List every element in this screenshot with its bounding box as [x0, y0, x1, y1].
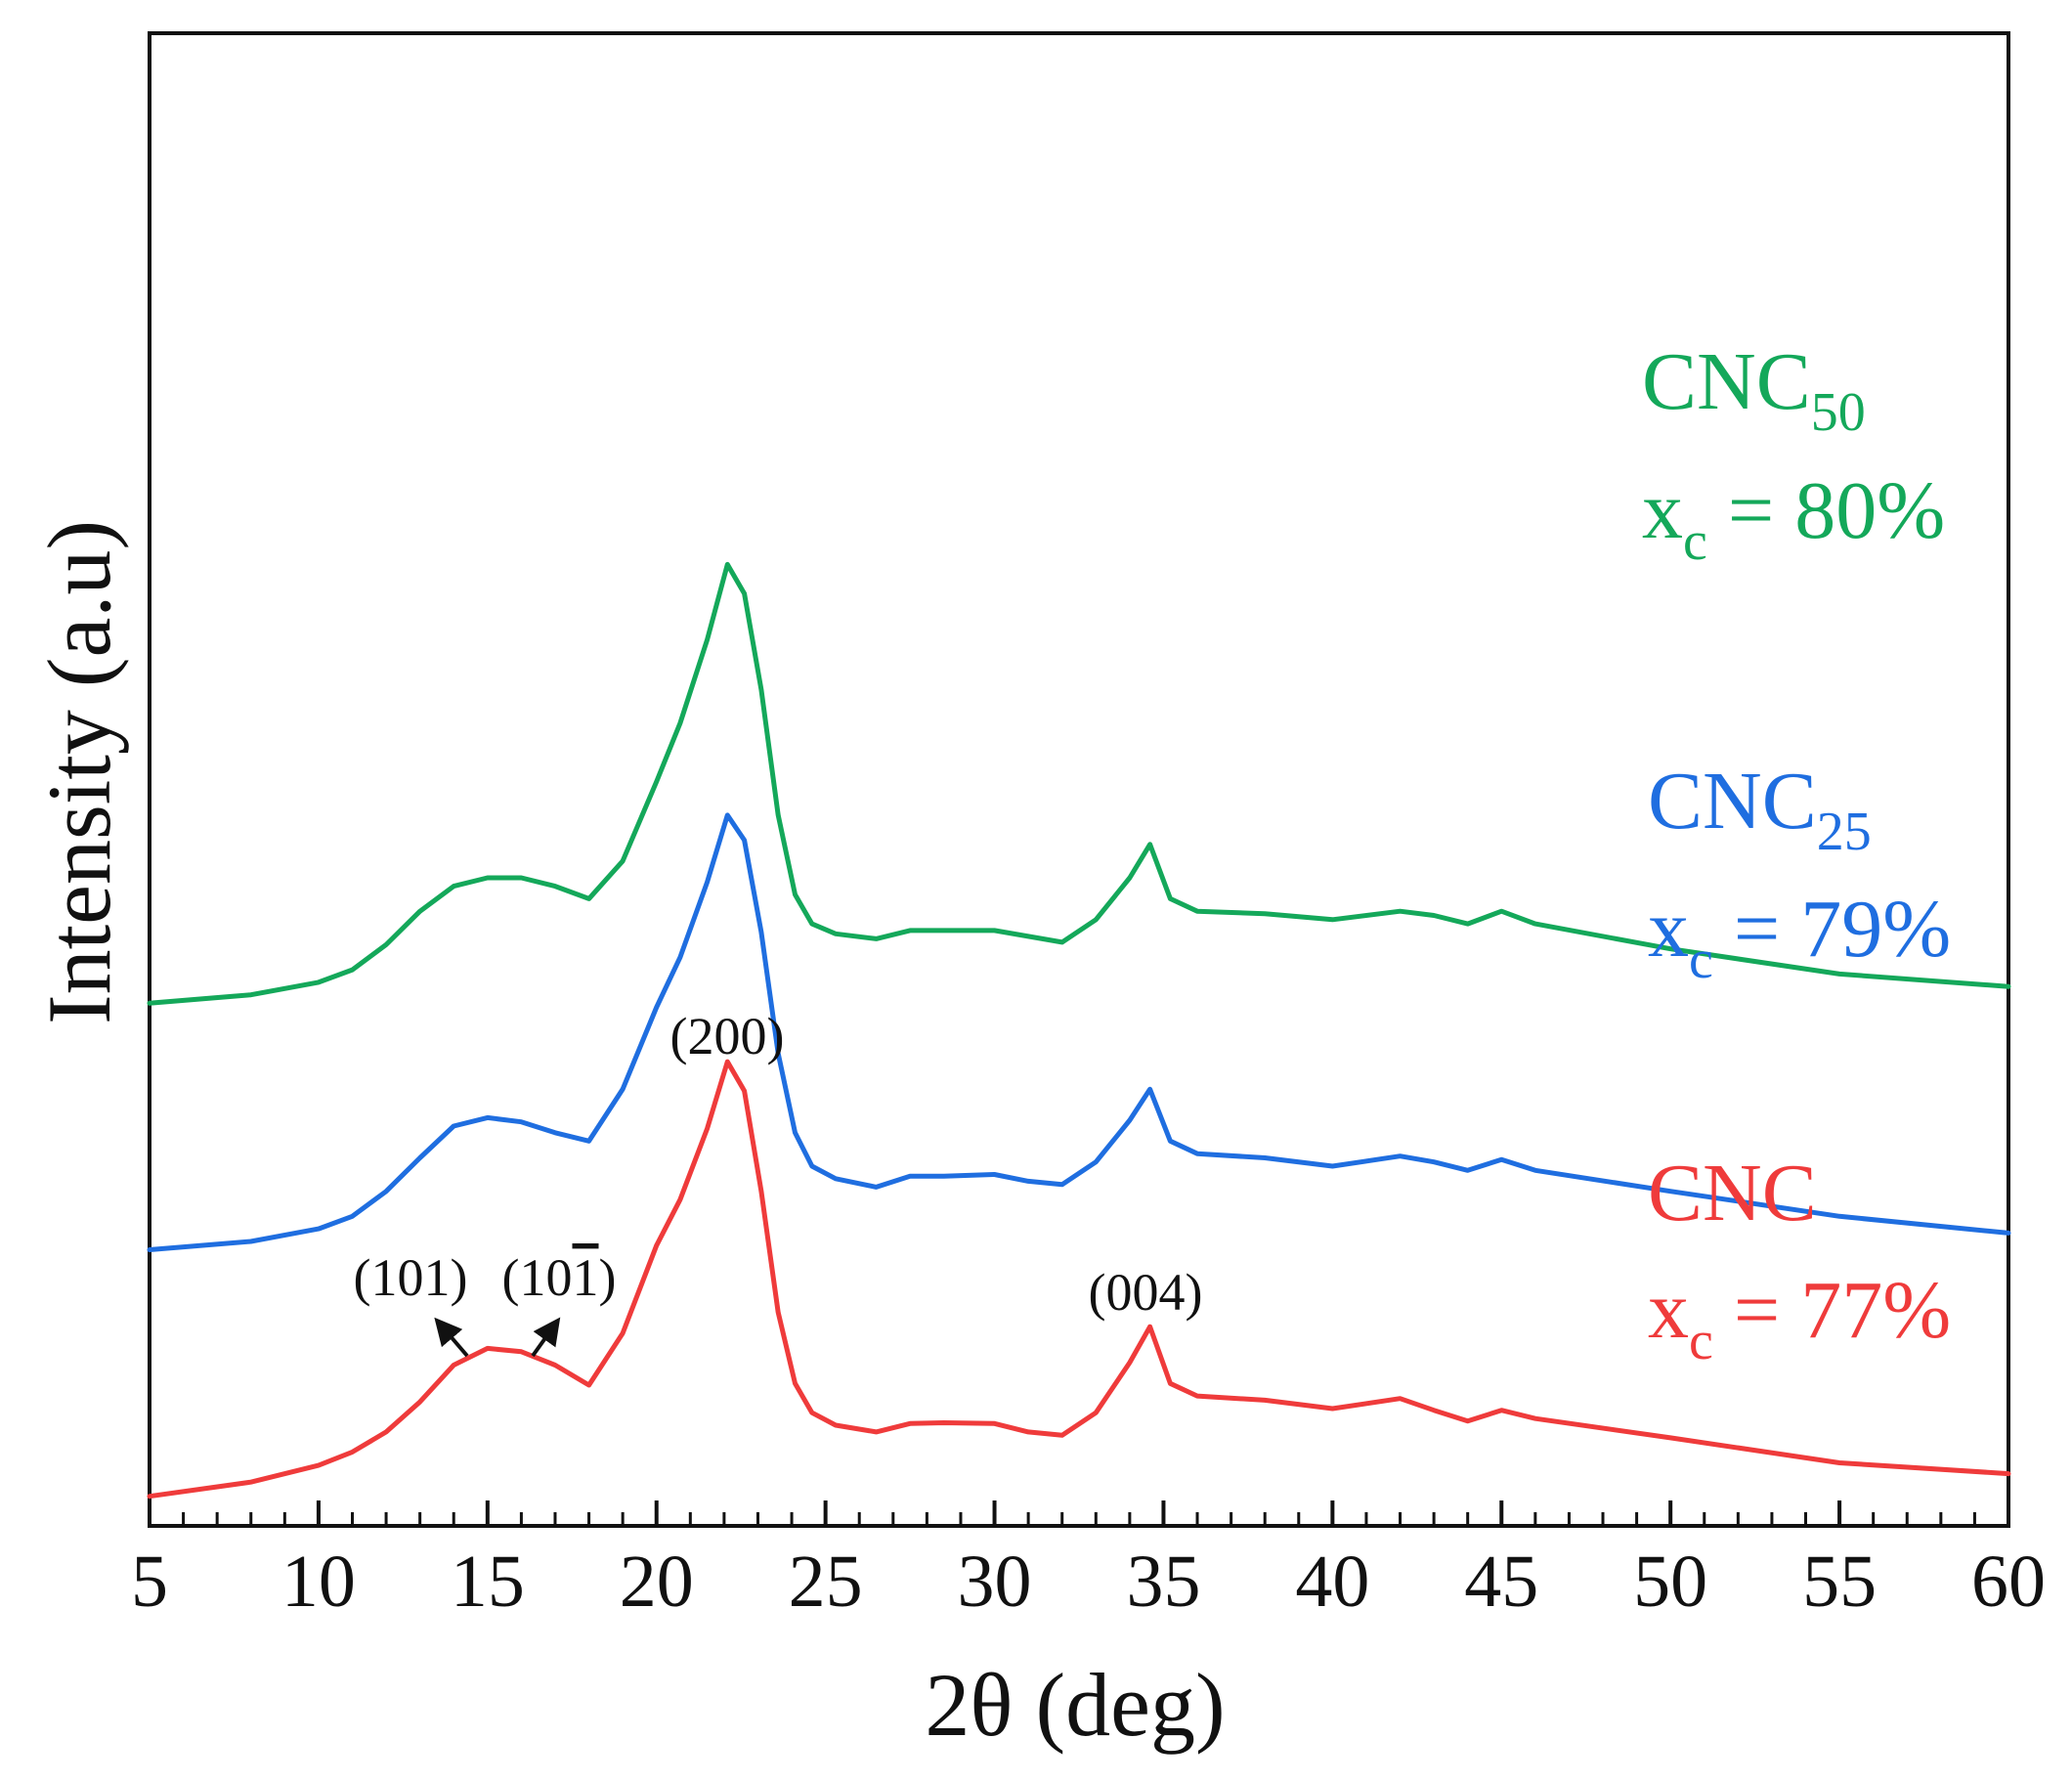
annotation-101: (101): [354, 1248, 468, 1307]
series-line-cnc25: [147, 812, 2011, 1252]
legend-label-cnc50: CNC50: [1642, 336, 1866, 443]
x-tick-label: 20: [620, 1541, 694, 1623]
x-tick-label: 35: [1126, 1541, 1200, 1623]
legend-sub-cnc50: 50: [1811, 382, 1866, 443]
legend-label-cnc: CNC: [1648, 1148, 1817, 1239]
crystallinity-sub-cnc50: c: [1683, 511, 1707, 572]
legend-main-cnc: CNC: [1648, 1148, 1817, 1239]
series-line-cnc50: [147, 561, 2011, 1006]
legend-sub-cnc25: 25: [1817, 802, 1872, 862]
x-axis-tick-labels: 5 10 15 20 25 30 35 40 45 50 55 60: [131, 1541, 2046, 1623]
x-tick-label: 60: [1971, 1541, 2046, 1623]
crystallinity-value-cnc25: = 79%: [1713, 884, 1951, 975]
series-line-cnc: [147, 1059, 2011, 1499]
legend-main-cnc50: CNC: [1642, 336, 1811, 427]
x-tick-label: 55: [1802, 1541, 1877, 1623]
x-tick-label: 30: [958, 1541, 1032, 1623]
x-tick-label: 25: [789, 1541, 863, 1623]
peak-annotations: (101) (101) (200) (004): [354, 1007, 1203, 1358]
crystallinity-sub-cnc: c: [1689, 1311, 1713, 1371]
x-axis-ticks: [148, 1500, 2010, 1526]
crystallinity-label-cnc50: x: [1642, 465, 1683, 556]
annotation-200: (200): [670, 1007, 785, 1065]
legend-entry-cnc25: CNC25 xc = 79%: [1648, 756, 1951, 990]
x-tick-label: 50: [1633, 1541, 1707, 1623]
crystallinity-value-cnc50: = 80%: [1707, 465, 1945, 556]
x-tick-label: 10: [281, 1541, 356, 1623]
crystallinity-value-cnc: = 77%: [1713, 1265, 1951, 1356]
annotation-10-1bar-digit: 1: [573, 1248, 599, 1307]
crystallinity-label-cnc25: x: [1648, 884, 1689, 975]
series-lines: [147, 561, 2011, 1499]
annotation-10-1bar-close: ): [599, 1248, 617, 1307]
legend-label-cnc25: CNC25: [1648, 756, 1872, 862]
arrow-101: [434, 1317, 469, 1358]
legend-entry-cnc: CNC xc = 77%: [1648, 1148, 1951, 1371]
annotation-10-1bar-open: (10: [502, 1248, 573, 1307]
legend-main-cnc25: CNC: [1648, 756, 1817, 847]
arrow-10-1bar: [531, 1317, 561, 1358]
x-tick-label: 5: [131, 1541, 168, 1623]
crystallinity-label-cnc: x: [1648, 1265, 1689, 1356]
x-tick-label: 40: [1295, 1541, 1369, 1623]
annotation-10-1bar: (101): [502, 1248, 617, 1307]
crystallinity-sub-cnc25: c: [1689, 930, 1713, 990]
legend-entry-cnc50: CNC50 xc = 80%: [1642, 336, 1945, 572]
crystallinity-cnc: xc = 77%: [1648, 1265, 1951, 1371]
annotation-004: (004): [1089, 1263, 1203, 1322]
x-tick-label: 15: [451, 1541, 525, 1623]
crystallinity-cnc50: xc = 80%: [1642, 465, 1945, 572]
crystallinity-cnc25: xc = 79%: [1648, 884, 1951, 990]
x-axis-title: 2θ (deg): [925, 1655, 1225, 1755]
x-tick-label: 45: [1464, 1541, 1538, 1623]
plot-frame: [148, 31, 2010, 1528]
y-axis-title: Intensity (a.u): [29, 520, 129, 1024]
